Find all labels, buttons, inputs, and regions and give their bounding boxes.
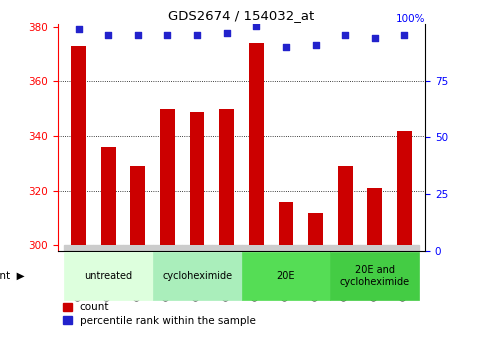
Point — [253, 24, 260, 29]
Bar — [71, 46, 86, 245]
Legend: count, percentile rank within the sample: count, percentile rank within the sample — [63, 303, 256, 326]
Bar — [123, 245, 153, 251]
Bar — [330, 245, 360, 251]
Bar — [367, 188, 382, 245]
Point — [400, 33, 408, 38]
Text: 20E: 20E — [277, 271, 295, 281]
Point — [193, 33, 201, 38]
Point — [282, 44, 290, 50]
Bar — [101, 147, 116, 245]
Text: 100%: 100% — [396, 14, 425, 24]
Bar — [338, 166, 353, 245]
Bar — [308, 213, 323, 245]
Bar — [219, 109, 234, 245]
Bar — [94, 245, 123, 251]
Bar — [160, 109, 175, 245]
Bar — [212, 245, 242, 251]
Bar — [182, 245, 212, 251]
Point — [164, 33, 171, 38]
Bar — [330, 252, 419, 300]
Bar — [190, 111, 204, 245]
Text: untreated: untreated — [84, 271, 132, 281]
Point — [75, 26, 83, 31]
Bar — [249, 43, 264, 245]
Bar — [153, 245, 182, 251]
Point — [223, 30, 230, 36]
Bar — [64, 252, 153, 300]
Bar — [271, 245, 301, 251]
Bar — [360, 245, 389, 251]
Title: GDS2674 / 154032_at: GDS2674 / 154032_at — [169, 9, 314, 22]
Bar — [130, 166, 145, 245]
Point — [371, 35, 379, 40]
Bar — [301, 245, 330, 251]
Bar — [397, 131, 412, 245]
Point — [134, 33, 142, 38]
Bar — [242, 245, 271, 251]
Text: 20E and
cycloheximide: 20E and cycloheximide — [340, 265, 410, 287]
Text: cycloheximide: cycloheximide — [162, 271, 232, 281]
Point — [341, 33, 349, 38]
Text: agent  ▶: agent ▶ — [0, 271, 25, 281]
Bar — [153, 252, 242, 300]
Bar — [242, 252, 330, 300]
Bar — [389, 245, 419, 251]
Bar — [64, 245, 94, 251]
Point — [312, 42, 319, 47]
Bar — [279, 201, 293, 245]
Point — [104, 33, 112, 38]
